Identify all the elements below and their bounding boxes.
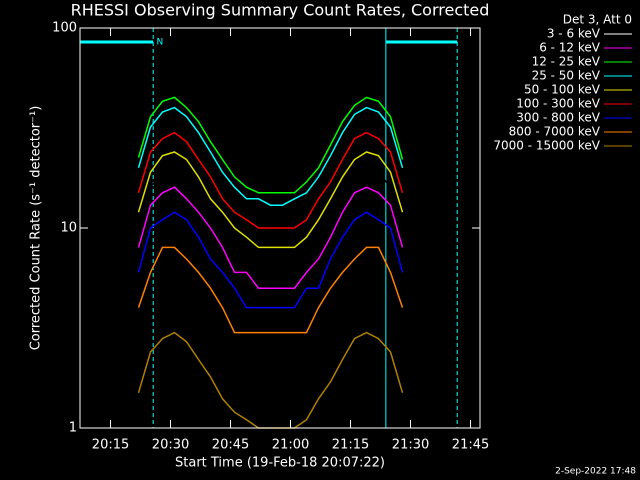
legend-label: 12 - 25 keV — [532, 55, 601, 69]
y-tick-label: 10 — [60, 221, 77, 236]
series-line — [137, 96, 404, 194]
legend-label: 300 - 800 keV — [516, 111, 600, 125]
legend-label: 6 - 12 keV — [539, 41, 601, 55]
chart-title: RHESSI Observing Summary Count Rates, Co… — [71, 1, 490, 20]
x-tick-label: 21:45 — [452, 438, 489, 453]
legend-label: 50 - 100 keV — [524, 83, 601, 97]
x-tick-label: 20:45 — [212, 438, 249, 453]
series-line — [137, 246, 404, 334]
legend-label: 3 - 6 keV — [547, 27, 601, 41]
legend-title: Det 3, Att 0 — [563, 13, 632, 27]
x-tick-label: 20:15 — [92, 438, 129, 453]
annotation: N — [156, 38, 163, 48]
x-tick-label: 20:30 — [152, 438, 189, 453]
timestamp: 2-Sep-2022 17:48 — [555, 467, 636, 477]
legend-label: 25 - 50 keV — [532, 69, 601, 83]
series-line — [137, 106, 404, 206]
x-tick-label: 21:30 — [392, 438, 429, 453]
x-tick-label: 21:15 — [332, 438, 369, 453]
series-line — [137, 166, 404, 260]
series-line — [137, 331, 404, 429]
legend-label: 7000 - 15000 keV — [493, 139, 600, 153]
y-axis-label: Corrected Count Rate (s⁻¹ detector⁻¹) — [29, 106, 44, 351]
y-tick-label: 100 — [52, 21, 77, 36]
x-tick-label: 21:00 — [272, 438, 309, 453]
series-line — [137, 211, 404, 309]
legend-label: 100 - 300 keV — [516, 97, 600, 111]
series-line — [137, 151, 404, 249]
x-axis-label: Start Time (19-Feb-18 20:07:22) — [175, 456, 385, 471]
y-tick-label: 1 — [69, 421, 77, 436]
legend-label: 800 - 7000 keV — [509, 125, 601, 139]
series-line — [137, 186, 404, 289]
series-line — [137, 131, 404, 229]
